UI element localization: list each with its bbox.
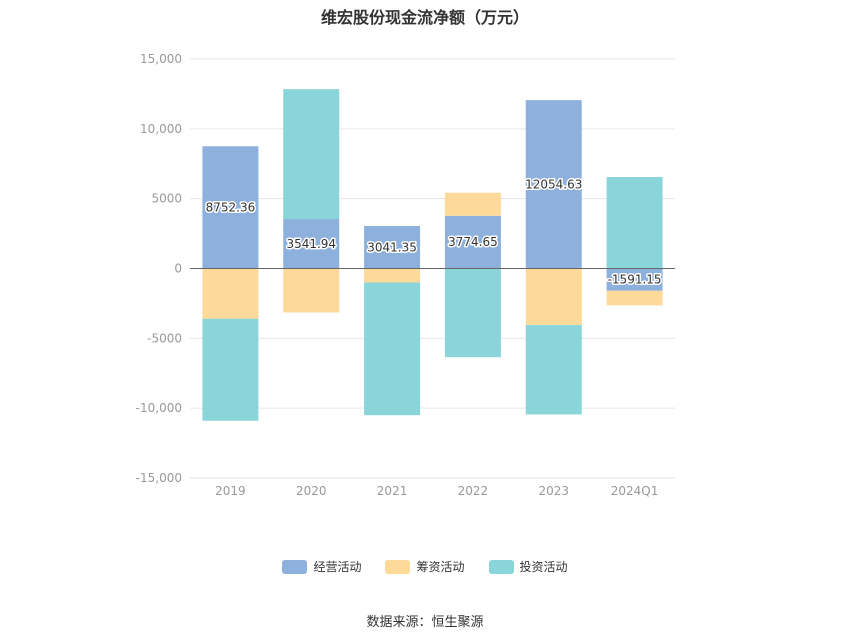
legend-swatch-investing bbox=[488, 559, 514, 574]
bar-0-1 bbox=[283, 219, 340, 269]
legend-item-operating[interactable]: 经营活动 bbox=[282, 558, 361, 575]
y-tick-label: -15,000 bbox=[136, 471, 182, 485]
legend-label-operating: 经营活动 bbox=[313, 560, 362, 574]
bars bbox=[202, 89, 663, 421]
legend: 经营活动 筹资活动 投资活动 bbox=[0, 558, 850, 575]
bar-2-2 bbox=[364, 282, 421, 416]
data-label: -1591.15 bbox=[608, 273, 662, 287]
legend-item-investing[interactable]: 投资活动 bbox=[488, 558, 568, 575]
y-tick-label: 5000 bbox=[151, 192, 182, 206]
y-tick-label: 0 bbox=[174, 262, 182, 276]
bar-2-0 bbox=[202, 318, 259, 421]
legend-label-investing: 投资活动 bbox=[519, 560, 568, 574]
bar-2-3 bbox=[444, 268, 501, 358]
bar-1-2 bbox=[364, 268, 421, 283]
bar-0-0 bbox=[202, 146, 259, 269]
bar-1-1 bbox=[283, 268, 340, 313]
legend-swatch-operating bbox=[282, 559, 308, 574]
bar-1-5 bbox=[606, 290, 663, 306]
source-note: 数据来源：恒生聚源 bbox=[366, 615, 484, 630]
y-tick-label: 10,000 bbox=[140, 122, 182, 136]
data-label: 12054.63 bbox=[525, 177, 582, 191]
data-label: 3774.65 bbox=[448, 235, 498, 249]
y-tick-label: -5000 bbox=[147, 331, 182, 345]
x-tick-label: 2022 bbox=[458, 484, 489, 498]
legend-label-financing: 筹资活动 bbox=[416, 560, 465, 574]
y-tick-label: 15,000 bbox=[140, 52, 182, 66]
bar-2-1 bbox=[283, 89, 340, 220]
data-label: 3041.35 bbox=[367, 240, 417, 254]
x-tick-label: 2023 bbox=[538, 484, 569, 498]
data-labels: 8752.36 3541.94 3041.35 3774.65 12054.63 -159… bbox=[204, 176, 663, 288]
x-tick-label: 2020 bbox=[296, 484, 327, 498]
data-label: 8752.36 bbox=[206, 200, 256, 214]
x-tick-label: 2019 bbox=[215, 484, 246, 498]
bar-0-4 bbox=[525, 100, 582, 269]
bar-2-4 bbox=[525, 325, 582, 415]
bar-2-5 bbox=[606, 177, 663, 269]
bar-1-4 bbox=[525, 268, 582, 326]
legend-item-financing[interactable]: 筹资活动 bbox=[385, 558, 465, 575]
y-tick-label: -10,000 bbox=[136, 401, 182, 415]
x-tick-label: 2024Q1 bbox=[611, 484, 659, 498]
bar-0-5 bbox=[606, 268, 663, 291]
y-axis-ticks: 15,000 10,000 5000 0 -5000 -10,000 -15,000 bbox=[136, 52, 182, 485]
bar-1-3 bbox=[444, 192, 501, 216]
bar-0-3 bbox=[444, 215, 501, 269]
bar-1-0 bbox=[202, 268, 259, 319]
legend-swatch-financing bbox=[385, 559, 411, 574]
chart-title: 维宏股份现金流净额（万元） bbox=[320, 8, 529, 27]
gridlines bbox=[190, 58, 675, 479]
data-label: 3541.94 bbox=[286, 237, 336, 251]
x-tick-label: 2021 bbox=[377, 484, 408, 498]
x-axis-ticks: 2019 2020 2021 2022 2023 2024Q1 bbox=[215, 484, 658, 498]
bar-0-2 bbox=[364, 226, 421, 269]
